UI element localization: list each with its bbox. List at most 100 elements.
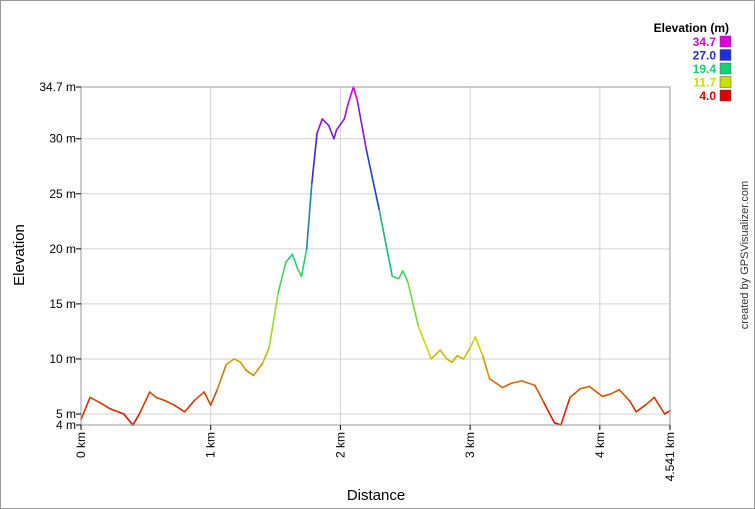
y-tick-label: 30 m (49, 132, 76, 146)
profile-segment (445, 358, 453, 364)
profile-segment (123, 413, 134, 426)
profile-segment (339, 118, 346, 126)
profile-segment (148, 391, 158, 399)
profile-segment (321, 118, 330, 127)
profile-segment (233, 358, 242, 364)
profile-segment (521, 380, 536, 387)
profile-segment (335, 123, 342, 131)
profile-segment (356, 99, 368, 151)
y-tick-label: 4 m (56, 418, 76, 432)
profile-segment (618, 388, 631, 402)
profile-segment (397, 270, 404, 280)
y-tick-label: 10 m (49, 352, 76, 366)
profile-segment (635, 404, 647, 413)
legend-value: 19.4 (693, 62, 717, 76)
profile-segment (194, 391, 206, 401)
profile-segment (501, 382, 513, 389)
profile-segment (352, 86, 359, 102)
legend-value: 27.0 (693, 49, 717, 63)
x-tick-label: 4 km (593, 432, 607, 458)
x-axis-ticks: 0 km 1 km 2 km 3 km 4 km 4.541 km (74, 425, 677, 481)
profile-segment (560, 396, 571, 426)
profile-segment (316, 118, 324, 135)
profile-segment (327, 124, 335, 140)
profile-segment (534, 384, 545, 404)
profile-segment (300, 248, 308, 278)
x-tick-label: 3 km (463, 432, 477, 458)
y-axis-label: Elevation (11, 224, 28, 286)
profile-segment (462, 347, 471, 360)
profile-segment (216, 363, 228, 391)
profile-segment (164, 399, 176, 406)
y-tick-label: 20 m (49, 242, 76, 256)
y-tick-label: 34.7 m (39, 80, 76, 94)
profile-segment (291, 253, 299, 270)
profile-segment (601, 393, 612, 398)
legend-title: Elevation (m) (654, 21, 729, 35)
profile-segment (417, 325, 433, 360)
profile-segment (209, 388, 218, 406)
legend-swatch (719, 35, 732, 48)
x-axis-label: Distance (347, 487, 405, 504)
profile-segment (183, 398, 196, 413)
y-tick-label: 25 m (49, 187, 76, 201)
profile-segment (80, 396, 91, 421)
profile-segment (239, 361, 247, 371)
profile-segment (311, 132, 318, 184)
profile-segment (653, 396, 666, 415)
profile-segment (488, 377, 504, 389)
profile-segment (474, 336, 484, 358)
profile-segment (609, 388, 621, 395)
profile-segment (285, 253, 294, 263)
legend-swatch (719, 49, 732, 61)
watermark-credit: created by GPSVisualizer.com (739, 181, 751, 329)
x-tick-label: 0 km (74, 432, 88, 458)
plot-area-border (80, 86, 671, 426)
profile-segment (252, 362, 264, 377)
profile-segment (439, 349, 448, 360)
profile-segment (261, 347, 270, 365)
x-tick-label: 2 km (333, 432, 347, 458)
profile-segment (628, 399, 637, 413)
profile-segment (451, 354, 458, 364)
profile-segment (543, 402, 556, 424)
profile-segment (132, 413, 141, 426)
profile-segment (391, 275, 400, 280)
legend-value: 4.0 (699, 89, 716, 103)
legend-swatch (719, 89, 732, 102)
profile-segment (430, 349, 442, 360)
profile-segment (138, 391, 151, 415)
profile-segment (347, 86, 355, 105)
profile-segment (510, 380, 523, 384)
profile-segment (401, 270, 409, 283)
profile-segment (663, 409, 671, 415)
profile-segment (225, 358, 235, 366)
profile-segment (108, 407, 125, 415)
x-tick-label: 1 km (204, 432, 218, 458)
profile-segment (469, 336, 477, 349)
profile-segment (277, 261, 287, 294)
profile-segment (482, 355, 491, 380)
profile-segment (569, 387, 582, 399)
profile-segment (343, 102, 349, 120)
y-tick-label: 5 m (56, 407, 76, 421)
profile-segment (203, 391, 212, 406)
profile-segment (579, 385, 591, 390)
legend-swatch (719, 76, 732, 88)
profile-segment (588, 385, 604, 398)
profile-segment (155, 396, 167, 402)
legend-value: 11.7 (693, 76, 716, 90)
profile-segment (296, 267, 303, 278)
y-tick-label: 15 m (49, 297, 76, 311)
legend-value: 34.7 (693, 35, 717, 49)
grid-layer (80, 86, 671, 426)
profile-segment (89, 396, 102, 404)
profile-segment (305, 181, 313, 250)
profile-segment (333, 129, 338, 140)
profile-segment (173, 404, 186, 413)
profile-segment (407, 281, 420, 327)
profile-segment (378, 209, 394, 278)
profile-line (80, 86, 671, 426)
